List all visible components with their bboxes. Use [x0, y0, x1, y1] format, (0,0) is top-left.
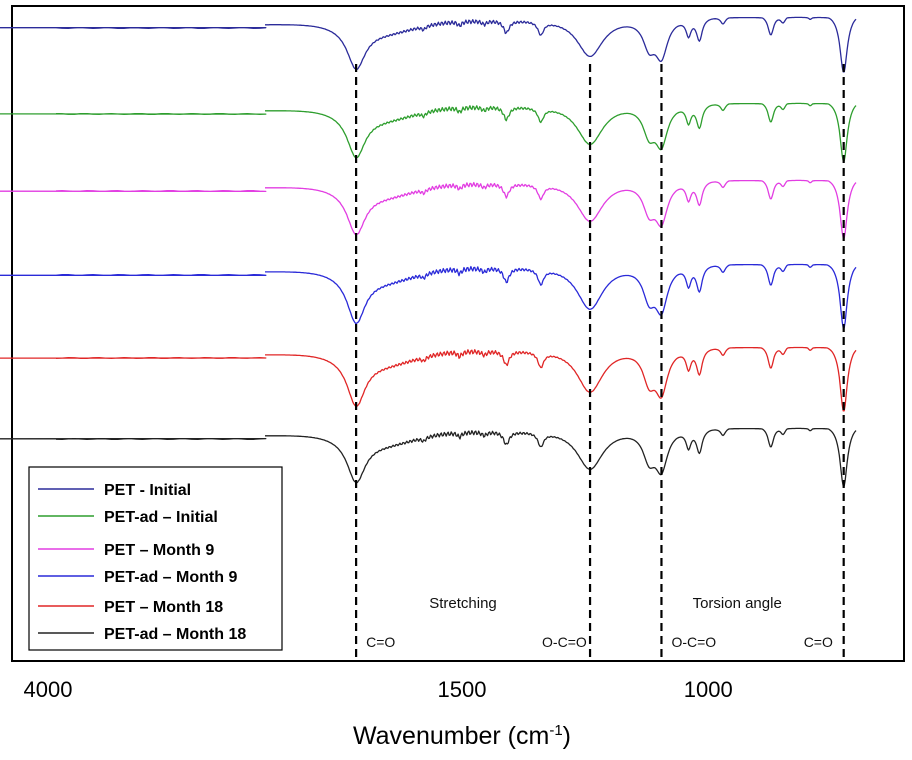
x-axis-title-text: Wavenumber (cm	[353, 722, 549, 750]
annotation-layer: C=O O-C=O O-C=O C=O Stretching Torsion angle	[366, 595, 833, 650]
x-tick-label-1: 4000	[24, 677, 73, 702]
x-tick-label-3: 1000	[684, 677, 733, 702]
x-tick-label-2: 1500	[438, 677, 487, 702]
series-line-1	[265, 16, 857, 73]
series-line-left-5	[0, 356, 267, 360]
legend-label-2: PET-ad – Initial	[104, 509, 218, 526]
series-layer	[0, 16, 857, 487]
region-label-2: Torsion angle	[693, 595, 782, 612]
legend-label-4: PET-ad – Month 9	[104, 569, 237, 586]
x-axis-title-superscript: -1	[549, 722, 562, 739]
series-line-4	[265, 263, 857, 329]
series-line-left-6	[0, 437, 267, 441]
series-line-left-3	[0, 189, 267, 193]
legend-label-6: PET-ad – Month 18	[104, 626, 246, 643]
peak-label-4: C=O	[804, 634, 833, 650]
legend-label-3: PET – Month 9	[104, 542, 214, 559]
series-line-left-2	[0, 112, 267, 116]
legend-items: PET - Initial PET-ad – Initial PET – Month…	[38, 482, 246, 643]
legend-label-5: PET – Month 18	[104, 599, 223, 616]
x-axis-title-close: )	[563, 722, 571, 750]
legend-label-1: PET - Initial	[104, 482, 191, 499]
series-line-3	[265, 179, 857, 239]
peak-label-2: O-C=O	[542, 634, 587, 650]
plot-frame	[11, 5, 905, 662]
series-line-6	[265, 427, 857, 487]
peak-marker-layer	[355, 64, 845, 661]
series-line-left-1	[0, 26, 267, 30]
x-axis-title: Wavenumber (cm-1)	[353, 722, 571, 750]
series-line-2	[265, 102, 857, 162]
x-tick-layer: 4000 1500 1000	[24, 677, 733, 702]
legend: PET - Initial PET-ad – Initial PET – Month…	[28, 466, 283, 651]
series-line-5	[265, 346, 857, 412]
peak-label-3: O-C=O	[671, 634, 716, 650]
legend-box	[28, 466, 283, 651]
region-label-1: Stretching	[429, 595, 497, 612]
series-line-left-4	[0, 273, 267, 277]
peak-label-1: C=O	[366, 634, 395, 650]
